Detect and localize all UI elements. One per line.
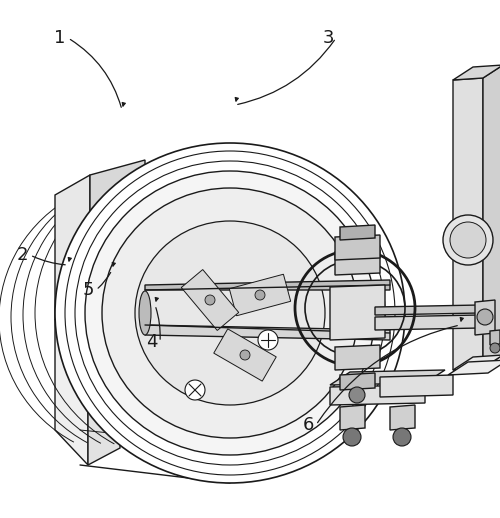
Ellipse shape <box>102 188 358 438</box>
Ellipse shape <box>85 171 375 455</box>
Polygon shape <box>340 373 375 390</box>
Circle shape <box>205 295 215 305</box>
Circle shape <box>450 222 486 258</box>
Polygon shape <box>55 320 88 465</box>
Circle shape <box>258 330 278 350</box>
Text: 4: 4 <box>146 333 158 351</box>
Polygon shape <box>230 274 290 316</box>
Polygon shape <box>335 235 380 260</box>
Ellipse shape <box>55 143 405 483</box>
Polygon shape <box>453 65 500 80</box>
Polygon shape <box>475 300 495 335</box>
Polygon shape <box>55 175 90 320</box>
Polygon shape <box>182 269 238 330</box>
Polygon shape <box>448 360 500 375</box>
Polygon shape <box>214 329 276 381</box>
Circle shape <box>255 290 265 300</box>
Text: 3: 3 <box>322 29 334 47</box>
Polygon shape <box>390 405 415 430</box>
Polygon shape <box>453 355 500 370</box>
Polygon shape <box>453 78 483 370</box>
Polygon shape <box>483 65 500 368</box>
Polygon shape <box>335 250 380 275</box>
Circle shape <box>393 428 411 446</box>
Polygon shape <box>145 280 390 290</box>
Polygon shape <box>340 225 375 240</box>
Polygon shape <box>340 405 365 430</box>
Circle shape <box>240 350 250 360</box>
Polygon shape <box>375 305 480 315</box>
Text: 2: 2 <box>16 246 28 264</box>
Circle shape <box>185 380 205 400</box>
Polygon shape <box>330 285 385 340</box>
Circle shape <box>477 309 493 325</box>
Ellipse shape <box>75 161 385 465</box>
Text: 6: 6 <box>302 416 314 434</box>
Polygon shape <box>90 160 145 295</box>
Polygon shape <box>335 345 380 370</box>
Ellipse shape <box>135 221 325 405</box>
Circle shape <box>343 428 361 446</box>
Circle shape <box>443 215 493 265</box>
Polygon shape <box>145 325 390 340</box>
Polygon shape <box>330 385 425 405</box>
Polygon shape <box>330 370 445 385</box>
Text: 1: 1 <box>54 29 66 47</box>
Polygon shape <box>55 280 145 320</box>
Polygon shape <box>88 340 120 465</box>
Polygon shape <box>375 315 480 330</box>
Circle shape <box>490 343 500 353</box>
Ellipse shape <box>139 291 151 335</box>
Polygon shape <box>490 330 500 345</box>
Circle shape <box>349 387 365 403</box>
Text: 5: 5 <box>82 281 94 299</box>
Polygon shape <box>380 375 453 397</box>
Ellipse shape <box>65 151 395 475</box>
